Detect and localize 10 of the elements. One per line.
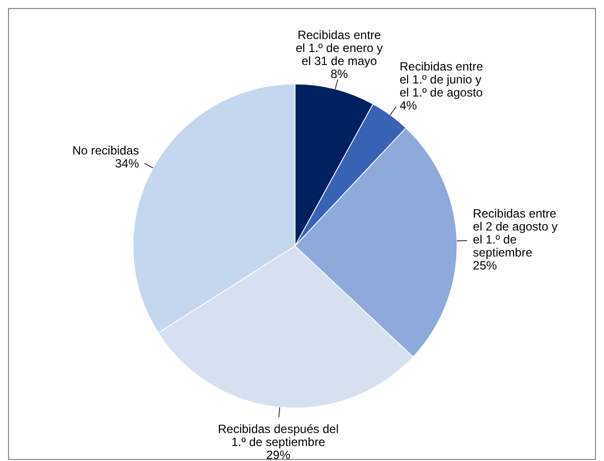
data-label: 29%	[266, 448, 291, 461]
slice-label: Recibidas entre el 1.º de enero y el 31 de mayo	[296, 28, 383, 68]
data-label: 8%	[330, 67, 348, 82]
slice-label: Recibidas entre el 1.º de junio y el 1.º de agosto	[400, 60, 484, 100]
slice-label: Recibidas entre el 2 de agosto y el 1.º de septiembre	[472, 206, 558, 260]
data-label: 4%	[400, 98, 418, 113]
data-label: 34%	[114, 156, 140, 171]
slice-label: Recibidas después del 1.º de septiembre	[218, 422, 339, 450]
data-label: 25%	[472, 258, 498, 273]
slice-label: No recibidas	[72, 144, 140, 158]
